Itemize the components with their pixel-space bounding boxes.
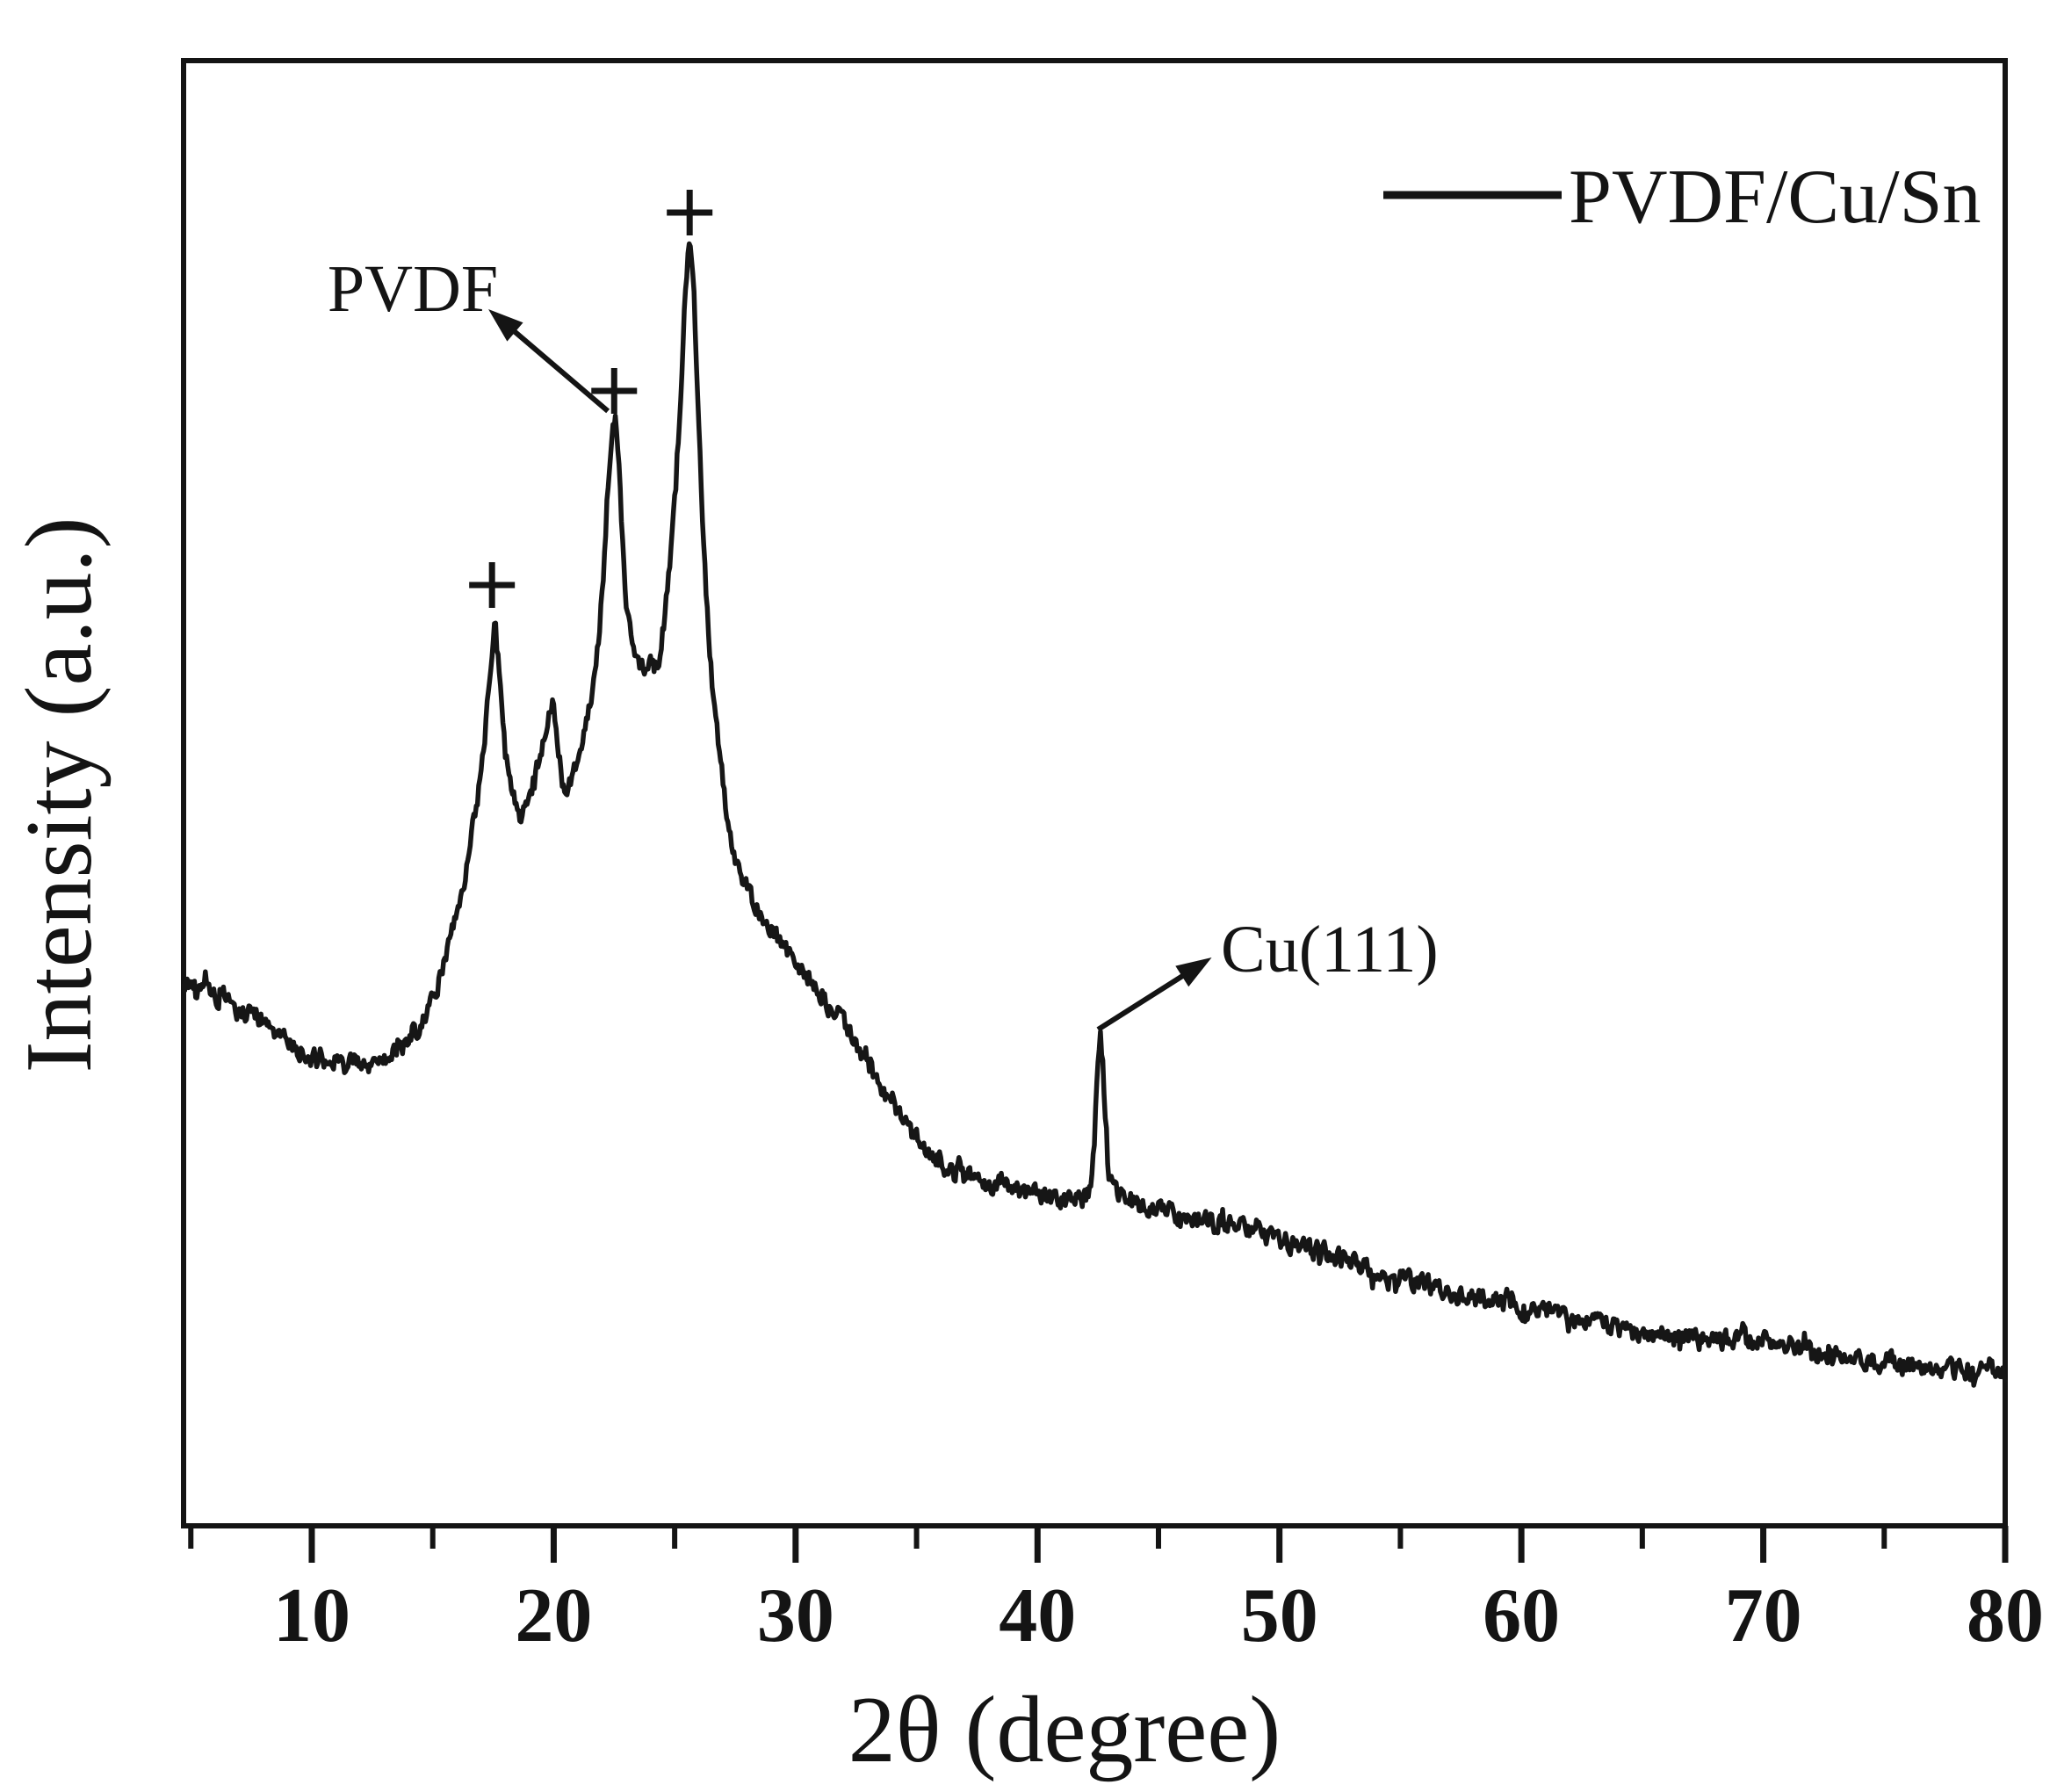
annotation-arrowhead-icon (1175, 957, 1212, 987)
x-tick-label: 50 (1241, 1573, 1318, 1658)
legend-label: PVDF/Cu/Sn (1569, 155, 1981, 240)
annotation-arrow-line (1096, 971, 1188, 1032)
pvdf-peak-markers (469, 190, 713, 608)
y-axis-title: Intensity (a.u.) (7, 517, 112, 1073)
annotation-arrow-line (509, 326, 610, 414)
x-axis-ticks: 10 20 30 40 50 60 70 80 (188, 1526, 2044, 1658)
plot-area-frame (181, 58, 2008, 1528)
annotation-arrows (488, 309, 1212, 1032)
annotation-arrowhead-icon (488, 309, 523, 342)
x-tick-label: 80 (1967, 1573, 2044, 1658)
x-axis-title: 2θ (degree) (848, 1678, 1281, 1782)
legend: PVDF/Cu/Sn (1383, 155, 1981, 240)
diffraction-trace (181, 241, 2008, 1388)
x-tick-label: 70 (1725, 1573, 1802, 1658)
x-tick-label: 20 (515, 1573, 592, 1658)
x-tick-label: 60 (1483, 1573, 1560, 1658)
x-tick-label: 40 (999, 1573, 1076, 1658)
x-tick-label: 30 (757, 1573, 834, 1658)
x-tick-label: 10 (273, 1573, 350, 1658)
pvdf-annotation-label: PVDF (328, 252, 498, 326)
cu111-annotation-label: Cu(111) (1221, 913, 1439, 986)
